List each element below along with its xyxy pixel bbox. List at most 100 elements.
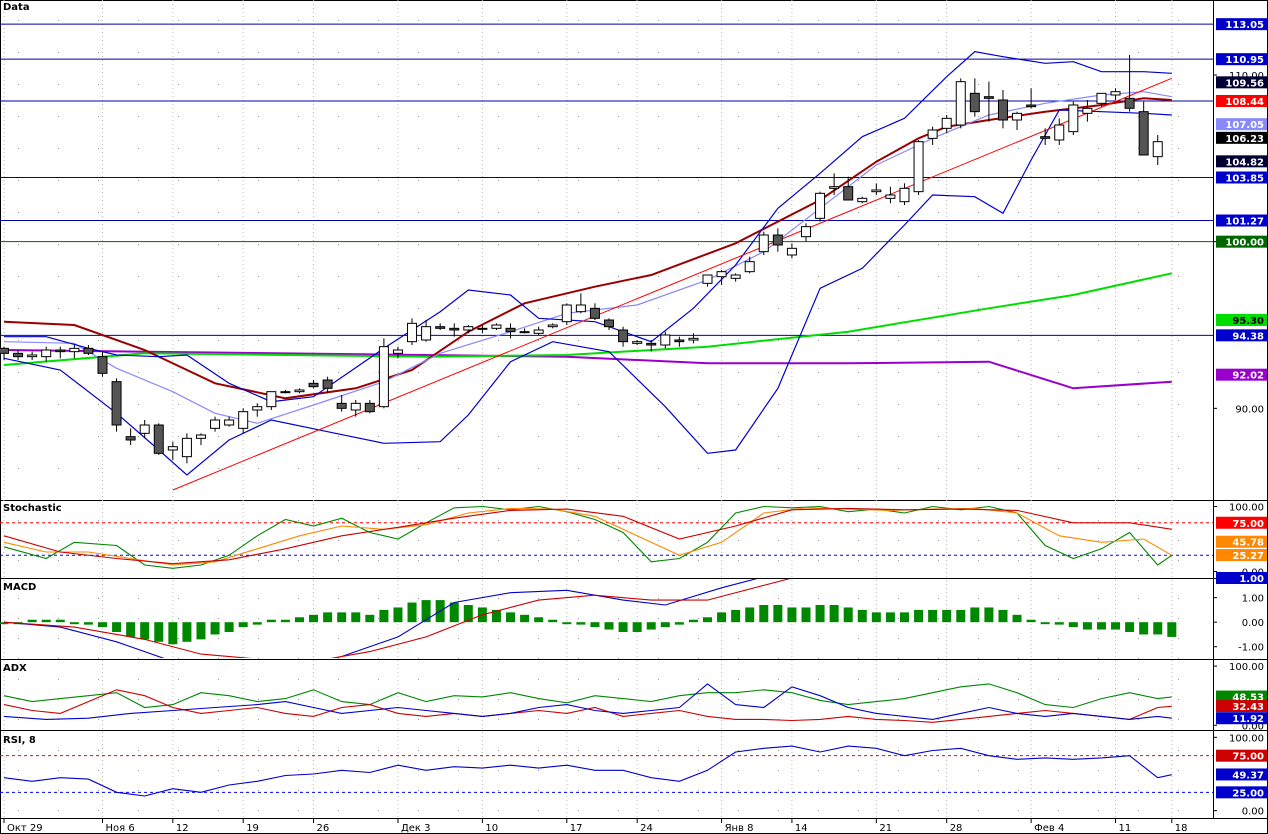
candle (111, 378, 122, 432)
candle (632, 340, 643, 345)
macd-histogram-bar (717, 612, 727, 623)
candle (829, 173, 840, 195)
candle-body (843, 186, 854, 201)
candle (772, 228, 783, 252)
candle-body (997, 99, 1008, 121)
candle (857, 196, 868, 204)
rsi-value-tag: 25.00 (1216, 786, 1267, 799)
candle (1110, 88, 1121, 100)
candle-body (378, 346, 389, 408)
macd-histogram-bar (576, 622, 586, 625)
macd-histogram-bar (956, 609, 966, 623)
time-tick-label: 14 (795, 823, 808, 834)
macd-histogram-bar (1054, 622, 1064, 625)
candle (125, 428, 136, 445)
macd-value-tag-bg (1216, 572, 1267, 584)
candle (702, 274, 713, 287)
macd-histogram-bar (871, 612, 881, 623)
candle-body (927, 129, 938, 139)
macd-value-tag: 1.00 (1216, 572, 1267, 585)
candle (618, 326, 629, 347)
candle-body (139, 424, 150, 434)
macd-histogram-bar (815, 605, 825, 623)
stoch-value-tag-text: 75.00 (1232, 519, 1264, 530)
candle-body (1152, 141, 1163, 158)
macd-histogram-bar (224, 622, 234, 632)
value-tag-text: 106.23 (1225, 134, 1264, 145)
macd-histogram-bar (365, 614, 375, 623)
macd-histogram-bar (506, 612, 516, 623)
trendline[interactable] (172, 77, 1173, 491)
y-tick-label: 100.00 (1229, 733, 1264, 744)
line-sma-50 (3, 272, 1173, 366)
macd-histogram-bar (984, 607, 994, 623)
candle (153, 423, 164, 455)
time-tick-label: 26 (317, 823, 330, 834)
candle (843, 176, 854, 201)
level-tag-text: 100.00 (1225, 238, 1264, 249)
candle (758, 231, 769, 255)
time-tick-label: Ноя 6 (105, 823, 134, 834)
candle-body (153, 424, 164, 454)
rsi-value-tag: 75.00 (1216, 749, 1267, 763)
level-tag-bg (1216, 214, 1267, 227)
level-tag-bg (1216, 329, 1267, 342)
time-tick-label: Дек 3 (401, 823, 431, 834)
adx-value-tag: 48.53 (1216, 690, 1267, 704)
time-tick-label: Янв 8 (725, 823, 754, 834)
candle (364, 400, 375, 414)
candle-body (730, 274, 741, 279)
adx-line--di (3, 683, 1172, 709)
candle-body (800, 226, 811, 238)
y-tick-label: -1.00 (1238, 643, 1264, 654)
candle (955, 78, 966, 129)
candle-body (815, 192, 826, 219)
candle-body (547, 324, 558, 328)
value-tag: 104.82 (1216, 155, 1267, 168)
candle (350, 400, 361, 417)
candle (913, 140, 924, 195)
candle-body (167, 446, 178, 451)
rsi-panel-label: RSI, 8 (3, 735, 36, 746)
rsi-value-tag-bg (1216, 749, 1267, 762)
candle-body (899, 187, 910, 203)
candle-body (941, 117, 952, 129)
macd-histogram-bar (618, 622, 628, 632)
level-tag: 108.44 (1216, 95, 1267, 108)
candle (800, 223, 811, 242)
candle (210, 416, 221, 432)
candle (519, 328, 530, 334)
macd-histogram-bar (238, 622, 248, 628)
candle-body (885, 194, 896, 199)
candle (815, 191, 826, 222)
rsi-value-tag-bg (1216, 768, 1267, 781)
candle-body (1124, 97, 1135, 109)
candle-body (632, 341, 643, 344)
rsi-panel-frame (0, 730, 1268, 819)
macd-histogram-bar (1040, 622, 1050, 625)
candle-body (111, 381, 122, 426)
value-tag-bg (1216, 118, 1267, 131)
line-bollinger-lower (3, 109, 1172, 476)
stoch-line-slow (3, 507, 1172, 565)
candle (688, 333, 699, 344)
macd-histogram-bar (688, 619, 698, 623)
candle (13, 350, 24, 360)
candle-body (463, 326, 474, 331)
candle-body (27, 354, 38, 358)
candle (885, 186, 896, 204)
candle (449, 323, 460, 337)
level-tag: 110.95 (1216, 53, 1267, 66)
candle (252, 403, 263, 417)
line-sma-9 (3, 91, 1172, 424)
level-tag-text: 113.05 (1225, 20, 1264, 31)
macd-histogram-bar (1068, 622, 1078, 628)
candle-body (181, 437, 192, 458)
candle-body (604, 319, 615, 328)
candle (181, 433, 192, 464)
value-tag-text: 92.02 (1232, 371, 1264, 382)
level-tag-bg (1216, 18, 1267, 31)
macd-histogram-bar (112, 622, 122, 632)
line-sma-200 (3, 349, 1172, 390)
